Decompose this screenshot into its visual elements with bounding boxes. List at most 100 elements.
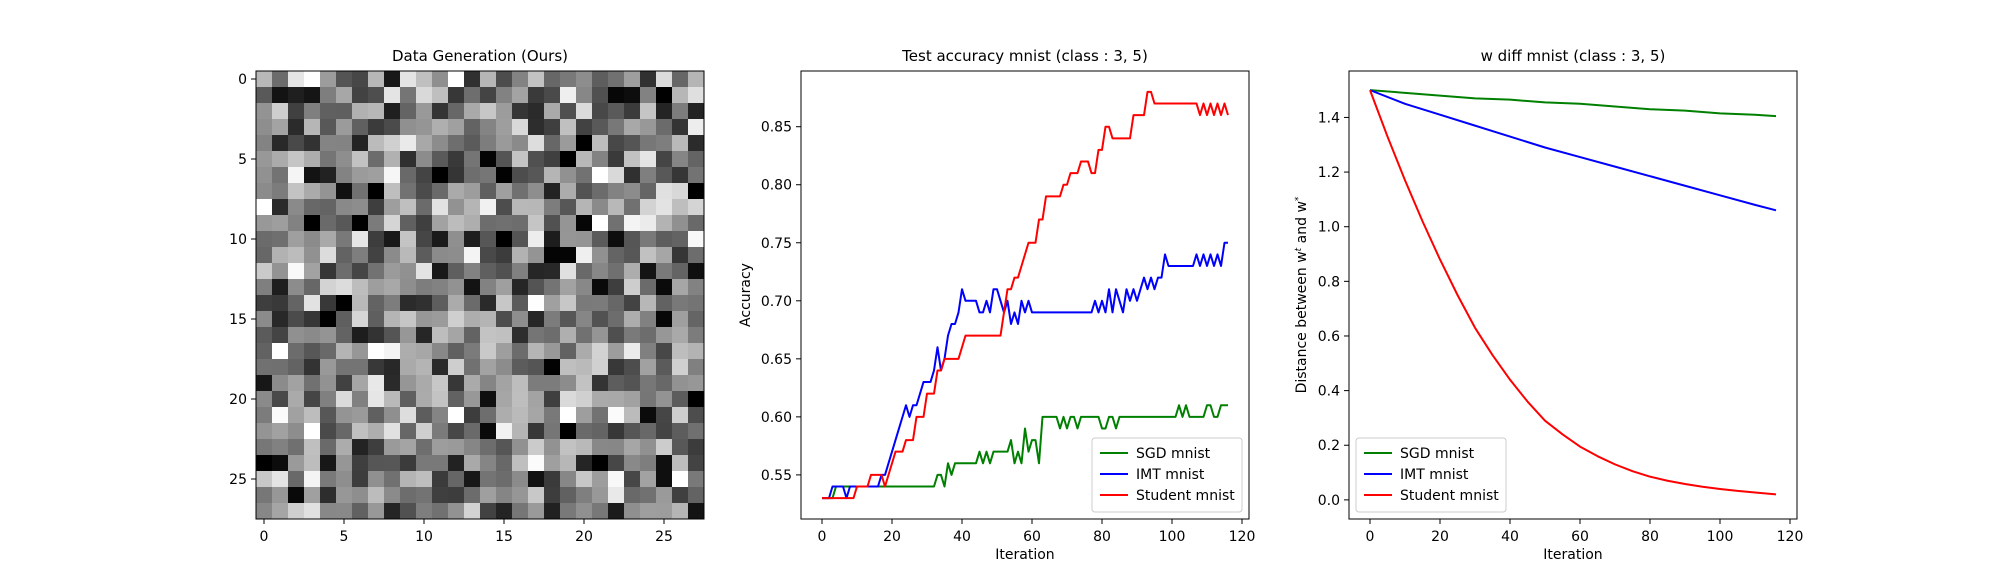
heatmap-cell [384,103,401,120]
heatmap-cell [688,503,705,520]
heatmap-cell [624,407,641,424]
heatmap-cell [640,423,657,440]
heatmap-cell [384,71,401,88]
heatmap-cell [544,487,561,504]
heatmap-cell [400,375,417,392]
heatmap-cell [496,167,513,184]
heatmap-cell [592,487,609,504]
heatmap-cell [272,215,289,232]
heatmap-cell [528,183,545,200]
heatmap-cell [608,103,625,120]
heatmap-cell [672,263,689,280]
heatmap-cell [512,71,529,88]
wdiff-legend: SGD mnist IMT mnist Student mnist [1355,437,1507,513]
heatmap-cell [256,279,273,296]
heatmap-cell [448,407,465,424]
heatmap-cell [480,247,497,264]
heatmap-cell [544,103,561,120]
heatmap-cell [368,359,385,376]
heatmap-cell [528,151,545,168]
ytick-label: 0.8 [1318,274,1340,290]
heatmap-cell [528,167,545,184]
heatmap-cell [400,407,417,424]
heatmap-cell [480,407,497,424]
heatmap-cell [320,455,337,472]
heatmap-cell [320,167,337,184]
heatmap-cell [288,391,305,408]
heatmap-cell [544,87,561,104]
heatmap-cell [432,343,449,360]
heatmap-cell [336,295,353,312]
heatmap-cell [400,247,417,264]
heatmap-cell [384,359,401,376]
heatmap-cell [432,471,449,488]
heatmap-cell [560,103,577,120]
ytick-label: 0.0 [1318,493,1340,509]
heatmap-cell [656,231,673,248]
ytick-label: 0.75 [761,236,792,252]
heatmap-cell [640,471,657,488]
heatmap-cell [608,295,625,312]
heatmap-cell [528,343,545,360]
heatmap-cell [560,167,577,184]
heatmap-cell [592,311,609,328]
heatmap-cell [272,295,289,312]
heatmap-cell [592,471,609,488]
heatmap-cell [560,231,577,248]
legend-label: Student mnist [1400,488,1499,504]
heatmap-cell [544,327,561,344]
heatmap-cell [592,167,609,184]
heatmap-cell [320,279,337,296]
xtick-label: 80 [1641,529,1659,545]
heatmap-cell [320,87,337,104]
heatmap-cell [464,199,481,216]
heatmap-cell [480,343,497,360]
heatmap-cell [320,503,337,520]
heatmap-cell [624,455,641,472]
xtick-label: 120 [1777,529,1804,545]
heatmap-cell [560,151,577,168]
heatmap-cell [336,343,353,360]
heatmap-cell [256,439,273,456]
wdiff-frame [1348,70,1798,520]
accuracy-ticks: 0 20 40 60 80 100 120 0.55 0.60 0.65 0.70 0.75 0.80 0… [761,120,1256,545]
heatmap-cell [400,391,417,408]
heatmap-cell [544,263,561,280]
heatmap-cell [416,295,433,312]
heatmap-cell [576,487,593,504]
heatmap-cell [640,247,657,264]
heatmap-cell [352,391,369,408]
heatmap-cell [336,151,353,168]
heatmap-cell [544,279,561,296]
heatmap-cell [448,359,465,376]
heatmap-cell [496,375,513,392]
ytick-label: 0.85 [761,120,792,136]
heatmap-title: Data Generation (Ours) [392,47,568,65]
heatmap-cell [464,135,481,152]
heatmap-cell [608,151,625,168]
heatmap-cell [464,87,481,104]
heatmap-cell [624,503,641,520]
heatmap-cell [368,407,385,424]
heatmap-cell [304,295,321,312]
heatmap-cell [624,199,641,216]
heatmap-cell [448,247,465,264]
heatmap-cell [336,311,353,328]
heatmap-cell [272,311,289,328]
heatmap-cell [320,311,337,328]
heatmap-cell [592,295,609,312]
heatmap-cell [512,247,529,264]
heatmap-cell [576,311,593,328]
heatmap-cell [256,151,273,168]
heatmap-cell [624,343,641,360]
heatmap-cell [672,455,689,472]
wdiff-ylabel-main: Distance between w [1294,251,1310,393]
heatmap-cell [288,71,305,88]
heatmap-cell [688,199,705,216]
heatmap-cell [496,359,513,376]
heatmap-cell [528,119,545,136]
heatmap-cell [640,183,657,200]
heatmap-cell [288,135,305,152]
heatmap-cell [464,487,481,504]
heatmap-cell [320,391,337,408]
